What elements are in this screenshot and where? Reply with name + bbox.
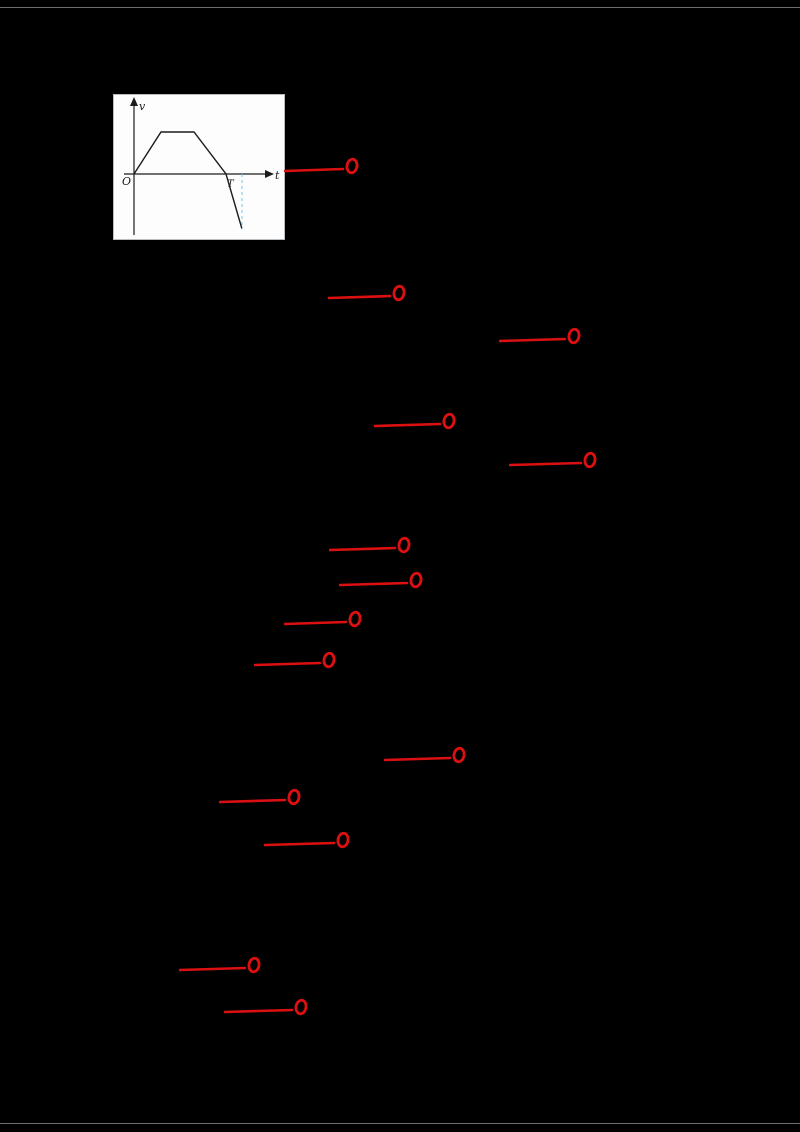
origin-label: O: [122, 175, 131, 188]
page-top-border: [0, 7, 800, 8]
grading-mark: [508, 449, 603, 478]
page-bottom-border: [0, 1123, 800, 1124]
grading-mark: [327, 282, 412, 311]
grading-mark: [328, 534, 417, 563]
grading-mark: [283, 155, 365, 184]
red-leader-line-and-zero-icon: [223, 998, 308, 1016]
T-label: T: [227, 179, 235, 190]
red-leader-line-and-zero-icon: [178, 956, 261, 974]
red-leader-line-and-zero-icon: [383, 746, 466, 764]
vt-curve: [133, 131, 243, 230]
grading-mark: [218, 786, 307, 815]
v-axis-arrow-icon: [130, 97, 138, 106]
red-leader-line-and-zero-icon: [263, 831, 350, 849]
t-axis-label: t: [275, 169, 280, 182]
t-axis-arrow-icon: [265, 170, 274, 178]
red-leader-line-and-zero-icon: [498, 327, 581, 345]
grading-mark: [283, 608, 368, 637]
grading-mark: [498, 325, 587, 354]
red-leader-line-and-zero-icon: [283, 157, 359, 175]
red-leader-line-and-zero-icon: [338, 571, 423, 589]
grading-mark: [263, 829, 356, 858]
red-leader-line-and-zero-icon: [373, 412, 456, 430]
vt-graph-svg: v t O T: [122, 97, 280, 235]
red-leader-line-and-zero-icon: [283, 610, 362, 628]
grading-mark: [338, 569, 429, 598]
grading-mark: [373, 410, 462, 439]
red-leader-line-and-zero-icon: [218, 788, 301, 806]
red-leader-line-and-zero-icon: [327, 284, 406, 302]
grading-mark: [253, 649, 342, 678]
grading-mark: [383, 744, 472, 773]
vt-graph: v t O T: [113, 94, 285, 240]
red-leader-line-and-zero-icon: [508, 451, 597, 469]
red-leader-line-and-zero-icon: [328, 536, 411, 554]
grading-mark: [178, 954, 267, 983]
red-leader-line-and-zero-icon: [253, 651, 336, 669]
v-axis-label: v: [139, 100, 146, 113]
grading-mark: [223, 996, 314, 1025]
